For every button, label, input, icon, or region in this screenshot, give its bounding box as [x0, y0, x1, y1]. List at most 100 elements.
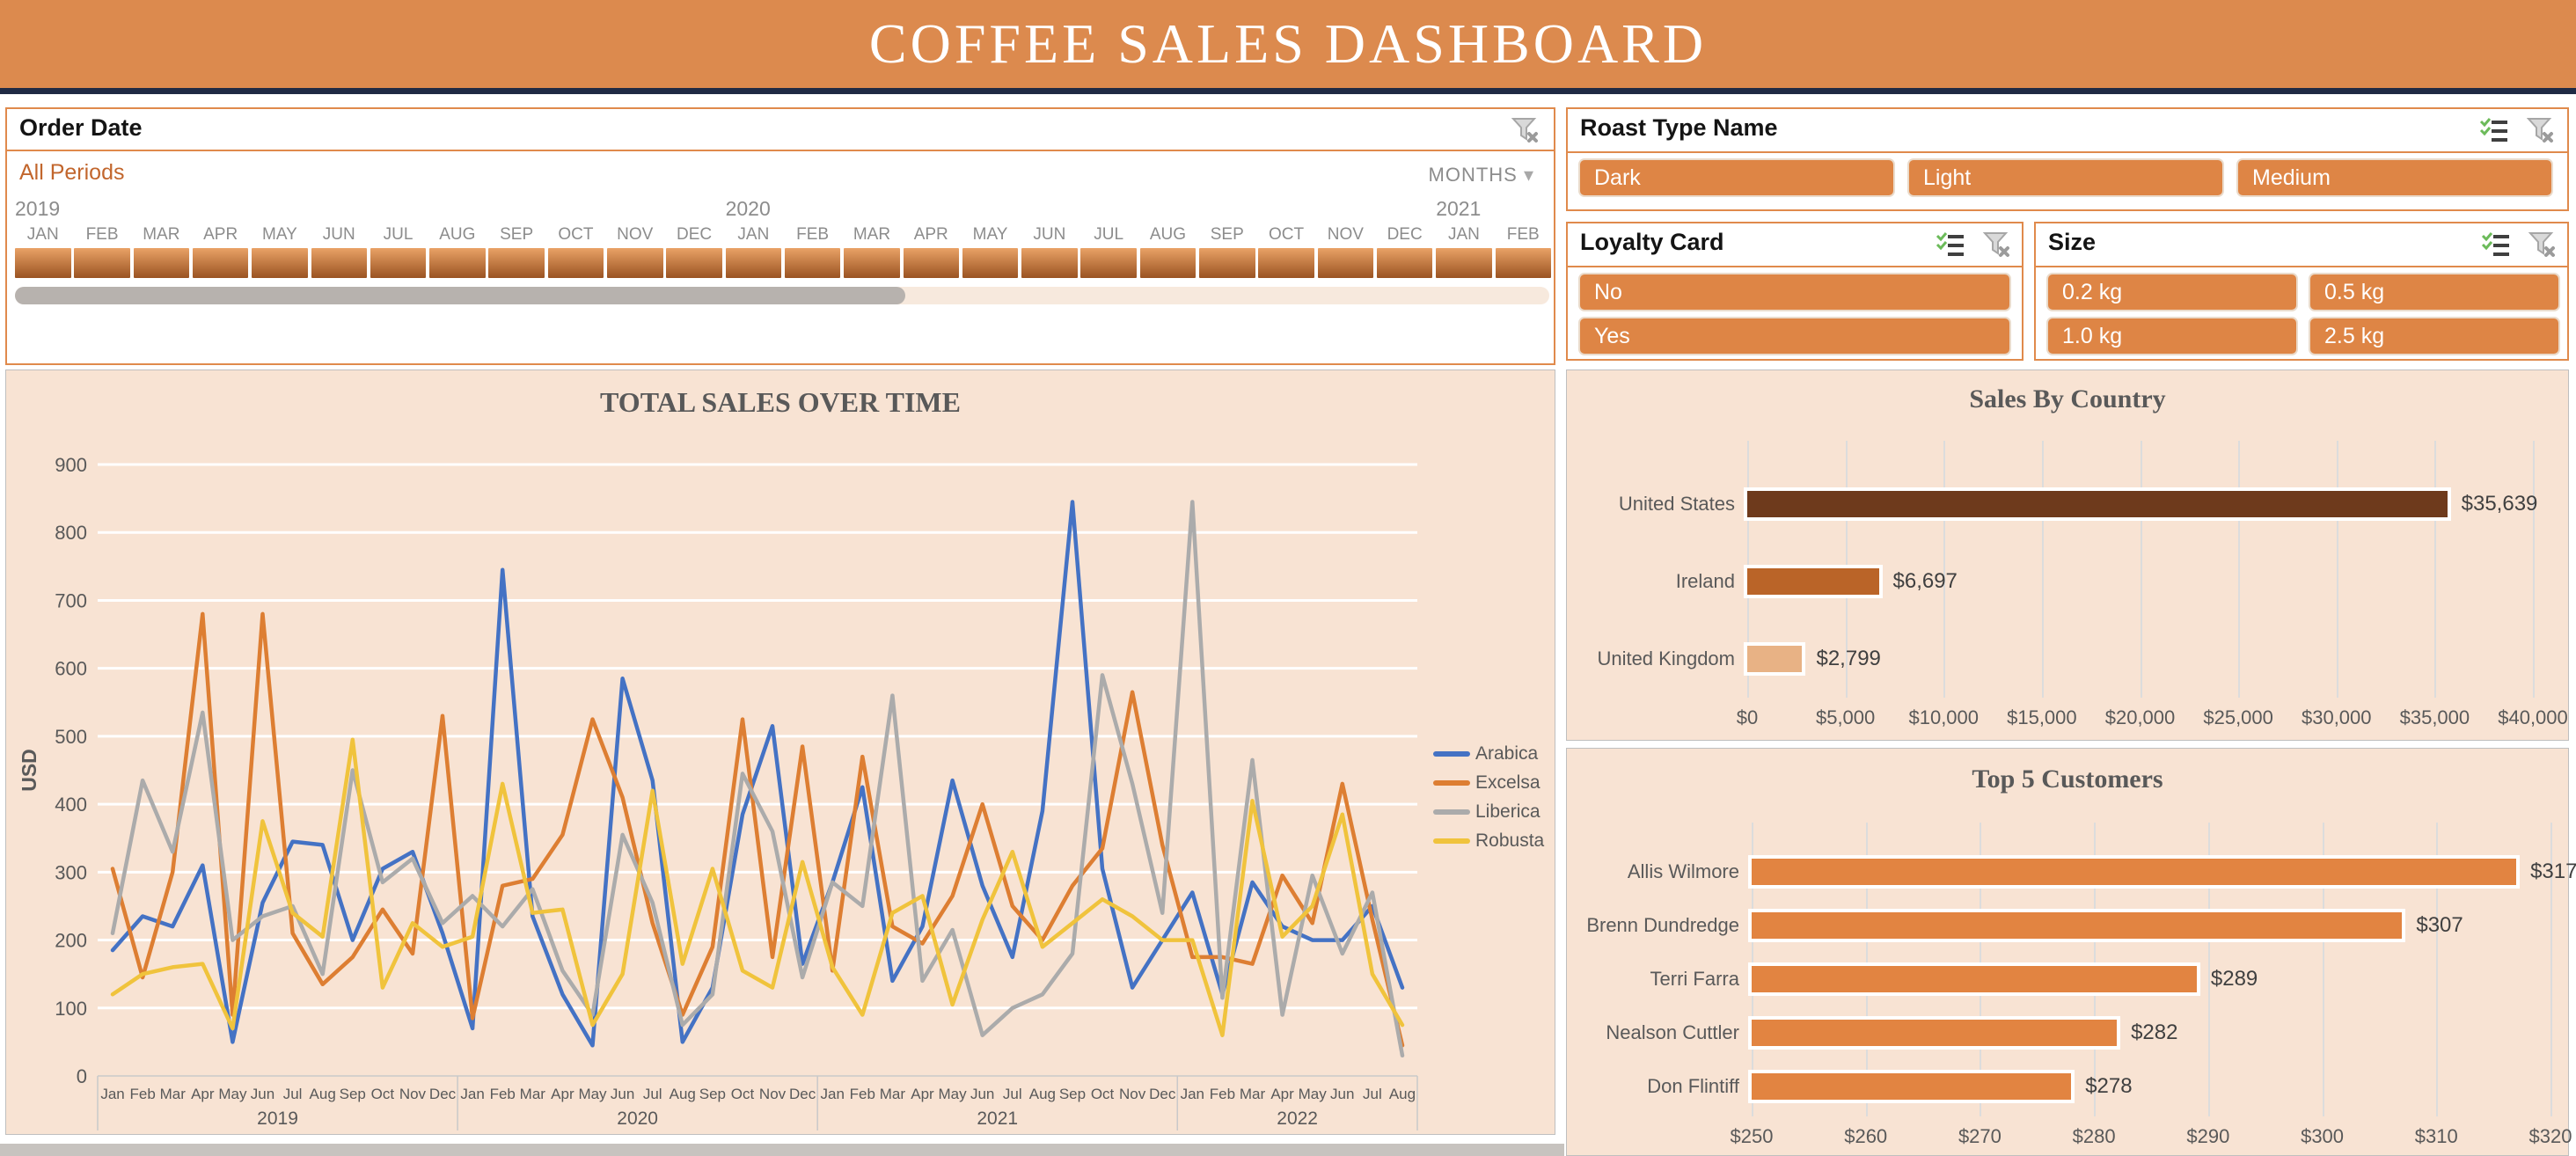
- clear-filter-icon[interactable]: [2525, 116, 2555, 144]
- svg-text:Feb: Feb: [490, 1086, 516, 1102]
- timeline-tile[interactable]: [1021, 248, 1078, 278]
- svg-text:500: 500: [55, 726, 87, 748]
- timeline-tile[interactable]: [607, 248, 663, 278]
- timeline-tile[interactable]: [311, 248, 367, 278]
- category-label: United Kingdom: [1597, 648, 1735, 669]
- slicer-option-dark[interactable]: Dark: [1578, 158, 1895, 197]
- timeline-tile[interactable]: [74, 248, 130, 278]
- axis-tick-label: $300: [2301, 1125, 2345, 1147]
- svg-text:May: May: [578, 1086, 607, 1102]
- timeline-tile[interactable]: [666, 248, 722, 278]
- timeline-month-label: APR: [203, 225, 238, 244]
- slicer-option-yes[interactable]: Yes: [1578, 317, 2011, 355]
- svg-text:Apr: Apr: [911, 1086, 934, 1102]
- bar-ireland: [1744, 565, 1883, 598]
- banner: COFFEE SALES DASHBOARD: [0, 0, 2576, 94]
- clear-filter-icon[interactable]: [1981, 230, 2011, 259]
- horizontal-scrollbar[interactable]: [0, 1144, 1564, 1156]
- legend-item-excelsa: Excelsa: [1433, 772, 1540, 794]
- timeline-tile[interactable]: [252, 248, 308, 278]
- timeline-tile[interactable]: [1495, 248, 1551, 278]
- svg-text:Oct: Oct: [371, 1086, 395, 1102]
- legend-item-arabica: Arabica: [1433, 743, 1538, 765]
- timeline-tile[interactable]: [192, 248, 249, 278]
- axis-tick-label: $260: [1844, 1125, 1888, 1147]
- timeline-month-label: JUL: [1094, 225, 1124, 244]
- axis-tick-label: $290: [2186, 1125, 2230, 1147]
- slicer-option-no[interactable]: No: [1578, 273, 2011, 311]
- timeline-month-label: NOV: [1327, 225, 1364, 244]
- axis-tick-label: $35,000: [2399, 706, 2470, 728]
- timeline-tile[interactable]: [1436, 248, 1492, 278]
- bar-allis-wilmore: [1748, 855, 2521, 889]
- timeline-month-label: MAY: [972, 225, 1008, 244]
- timeline-tile[interactable]: [1258, 248, 1314, 278]
- timeline-tile[interactable]: [1139, 248, 1197, 278]
- axis-tick-label: $10,000: [1908, 706, 1980, 728]
- country-chart-title: Sales By Country: [1969, 384, 2166, 413]
- timeline-month-label: OCT: [558, 225, 594, 244]
- timeline-tile[interactable]: [429, 248, 486, 278]
- timeline-tile[interactable]: [547, 248, 604, 278]
- bar-terri-farra: [1748, 962, 2200, 996]
- timeline-month-label: DEC: [676, 225, 713, 244]
- timeline-tile[interactable]: [488, 248, 545, 278]
- slicer-option-2-5-kg[interactable]: 2.5 kg: [2309, 317, 2560, 355]
- timeline-year-label: 2021: [1436, 197, 1482, 220]
- timeline-tile[interactable]: [844, 248, 900, 278]
- sales-by-country-chart: Sales By Country $0 $5,000 $10,000 $15,000 $…: [1566, 369, 2569, 741]
- multi-select-icon[interactable]: [1936, 230, 1965, 259]
- timeline-tile[interactable]: [133, 248, 190, 278]
- timeline-tile[interactable]: [15, 248, 71, 278]
- timeline-month-label: MAY: [262, 225, 297, 244]
- svg-text:2019: 2019: [257, 1108, 298, 1129]
- clear-filter-icon[interactable]: [1510, 116, 1540, 144]
- svg-text:Jun: Jun: [1330, 1086, 1354, 1102]
- timeline-tile[interactable]: [1317, 248, 1374, 278]
- timeline-level-dropdown[interactable]: MONTHS ▾: [1428, 164, 1534, 186]
- timeline-tile[interactable]: [784, 248, 841, 278]
- bar-brenn-dundredge: [1748, 909, 2406, 942]
- gridline: [2207, 823, 2210, 1116]
- category-label: Allis Wilmore: [1627, 860, 1739, 882]
- multi-select-icon[interactable]: [2481, 230, 2511, 259]
- slicer-option-light[interactable]: Light: [1907, 158, 2224, 197]
- svg-text:Jun: Jun: [251, 1086, 274, 1102]
- svg-text:USD: USD: [18, 749, 40, 792]
- bar-united-states: [1744, 487, 2451, 521]
- divider: [7, 150, 1554, 151]
- order-date-timeline: Order Date All Periods MONTHS ▾ 2019 2020…: [5, 107, 1555, 365]
- svg-text:Sep: Sep: [340, 1086, 366, 1102]
- roast-type-slicer: Roast Type Name Dark Light Medium: [1566, 107, 2569, 211]
- timeline-tile[interactable]: [903, 248, 959, 278]
- svg-text:2020: 2020: [617, 1108, 658, 1129]
- timeline-tile[interactable]: [1199, 248, 1255, 278]
- axis-tick-label: $320: [2528, 1125, 2572, 1147]
- timeline-tile[interactable]: [370, 248, 427, 278]
- legend-item-liberica: Liberica: [1433, 801, 1540, 823]
- timeline-month-label: FEB: [1506, 225, 1540, 244]
- timeline-tile[interactable]: [1376, 248, 1433, 278]
- svg-text:100: 100: [55, 998, 87, 1020]
- svg-text:Oct: Oct: [1091, 1086, 1115, 1102]
- multi-select-icon[interactable]: [2479, 116, 2509, 144]
- gridline: [2238, 441, 2241, 698]
- chevron-down-icon: ▾: [1523, 164, 1534, 186]
- slicer-option-medium[interactable]: Medium: [2236, 158, 2553, 197]
- timeline-tile[interactable]: [1080, 248, 1137, 278]
- value-label: $307: [2416, 913, 2463, 937]
- legend-swatch: [1433, 809, 1470, 815]
- slicer-option-1-0-kg[interactable]: 1.0 kg: [2046, 317, 2298, 355]
- svg-text:Jul: Jul: [643, 1086, 662, 1102]
- timeline-tile[interactable]: [962, 248, 1019, 278]
- svg-text:Jan: Jan: [1181, 1086, 1204, 1102]
- gridline: [2550, 823, 2552, 1116]
- timeline-scrollbar-thumb[interactable]: [15, 287, 905, 304]
- clear-filter-icon[interactable]: [2527, 230, 2557, 259]
- gridline: [2041, 441, 2044, 698]
- slicer-option-0-5-kg[interactable]: 0.5 kg: [2309, 273, 2560, 311]
- category-label: Terri Farra: [1650, 968, 1739, 990]
- slicer-option-0-2-kg[interactable]: 0.2 kg: [2046, 273, 2298, 311]
- svg-text:200: 200: [55, 930, 87, 952]
- timeline-tile[interactable]: [725, 248, 782, 278]
